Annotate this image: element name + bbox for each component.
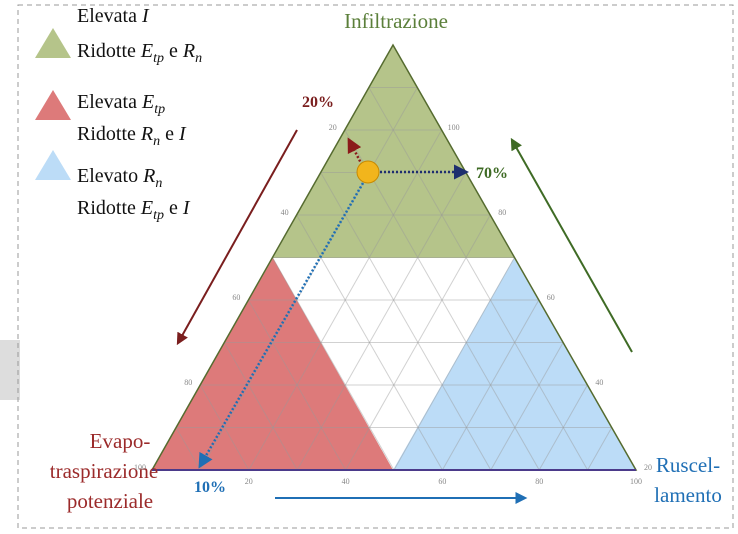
legend-text-part: Ridotte bbox=[77, 197, 141, 219]
legend-swatch bbox=[35, 28, 71, 58]
legend-text: Ridotte Etp e Rn bbox=[77, 40, 202, 66]
tick-label: 40 bbox=[595, 378, 603, 387]
vertex-label: Evapo- bbox=[90, 429, 151, 453]
frame bbox=[17, 4, 734, 529]
grid-line bbox=[344, 129, 540, 471]
reading-label: 10% bbox=[194, 479, 226, 496]
legend-text: Elevata Etp bbox=[77, 91, 165, 117]
vertex-label: potenziale bbox=[67, 489, 153, 513]
legend-text-part: n bbox=[155, 176, 162, 191]
legend-text-part: R bbox=[142, 165, 155, 187]
reading-label: 20% bbox=[302, 94, 334, 111]
grid-line bbox=[199, 384, 250, 471]
tick-label: 60 bbox=[232, 293, 240, 302]
grid-line bbox=[587, 427, 613, 471]
grid-line bbox=[248, 129, 443, 471]
tick-label: 80 bbox=[184, 378, 192, 387]
legend-text-part: e bbox=[164, 40, 183, 62]
legend-text-part: e bbox=[164, 197, 183, 219]
grid-line bbox=[296, 172, 467, 471]
legend-text-part: R bbox=[140, 123, 153, 145]
vertex-label: traspirazione bbox=[50, 459, 158, 483]
reading-arrow bbox=[198, 182, 365, 469]
grid-line bbox=[393, 257, 515, 471]
tick-label: 100 bbox=[630, 477, 642, 486]
legend-text-part: E bbox=[141, 91, 154, 113]
arrow bbox=[510, 137, 633, 353]
vertex-label: Infiltrazione bbox=[344, 9, 448, 33]
grid-line bbox=[490, 342, 564, 471]
grid-line bbox=[538, 384, 588, 471]
tick-label: 100 bbox=[134, 463, 146, 472]
arrow bbox=[176, 129, 298, 346]
legend-text-part: tp bbox=[153, 208, 164, 223]
tick-label: 60 bbox=[547, 293, 555, 302]
grid-line bbox=[247, 299, 347, 471]
tick-label: 60 bbox=[438, 477, 446, 486]
grid-line bbox=[441, 299, 540, 471]
legend-text: Elevato Rn bbox=[77, 165, 162, 191]
legend-text-part: E bbox=[140, 197, 153, 219]
legend-text-part: Elevata bbox=[77, 5, 142, 27]
legend-text-part: I bbox=[178, 123, 187, 145]
legend-swatch bbox=[35, 90, 71, 120]
tick-label: 40 bbox=[281, 208, 289, 217]
grid-line bbox=[272, 257, 395, 471]
side-tab bbox=[0, 340, 20, 400]
tick-label: 20 bbox=[644, 463, 652, 472]
vertex-label: lamento bbox=[654, 483, 722, 507]
legend-text: Elevata I bbox=[77, 5, 150, 27]
grid bbox=[175, 87, 613, 471]
legend-text-part: I bbox=[141, 5, 150, 27]
legend-text-part: R bbox=[182, 40, 195, 62]
tick-label: 100 bbox=[448, 123, 460, 132]
high-runoff-region bbox=[393, 258, 636, 470]
legend-swatch bbox=[35, 150, 71, 180]
legend-text: Ridotte Rn e I bbox=[77, 123, 187, 149]
tick-label: 80 bbox=[535, 477, 543, 486]
high-evapotranspiration-region bbox=[152, 258, 393, 470]
tick-label: 80 bbox=[498, 208, 506, 217]
legend-text-part: Ridotte bbox=[77, 123, 141, 145]
grid-line bbox=[345, 214, 491, 471]
grid-line bbox=[223, 342, 298, 471]
vertex-label: Ruscel- bbox=[656, 453, 720, 477]
legend-text-part: E bbox=[140, 40, 153, 62]
reading-label: 70% bbox=[476, 165, 508, 182]
legend-text-part: tp bbox=[154, 102, 165, 117]
tick-label: 40 bbox=[342, 477, 350, 486]
legend-text-part: Elevato bbox=[77, 165, 143, 187]
tick-label: 20 bbox=[329, 123, 337, 132]
legend-text-part: n bbox=[153, 134, 160, 149]
grid-line bbox=[368, 87, 589, 471]
legend-text: Ridotte Etp e I bbox=[77, 197, 191, 223]
legend-text-part: Elevata bbox=[77, 91, 142, 113]
reading-arrow bbox=[347, 137, 364, 166]
grid-line bbox=[320, 172, 492, 471]
high-infiltration-region bbox=[273, 45, 514, 258]
legend-text-part: e bbox=[160, 123, 179, 145]
legend-text-part: Ridotte bbox=[77, 40, 141, 62]
legend-text-part: I bbox=[182, 197, 191, 219]
grid-line bbox=[175, 427, 201, 471]
legend-text-part: n bbox=[195, 51, 202, 66]
legend-text-part: tp bbox=[153, 51, 164, 66]
tick-label: 20 bbox=[245, 477, 253, 486]
sample-point bbox=[356, 160, 380, 184]
